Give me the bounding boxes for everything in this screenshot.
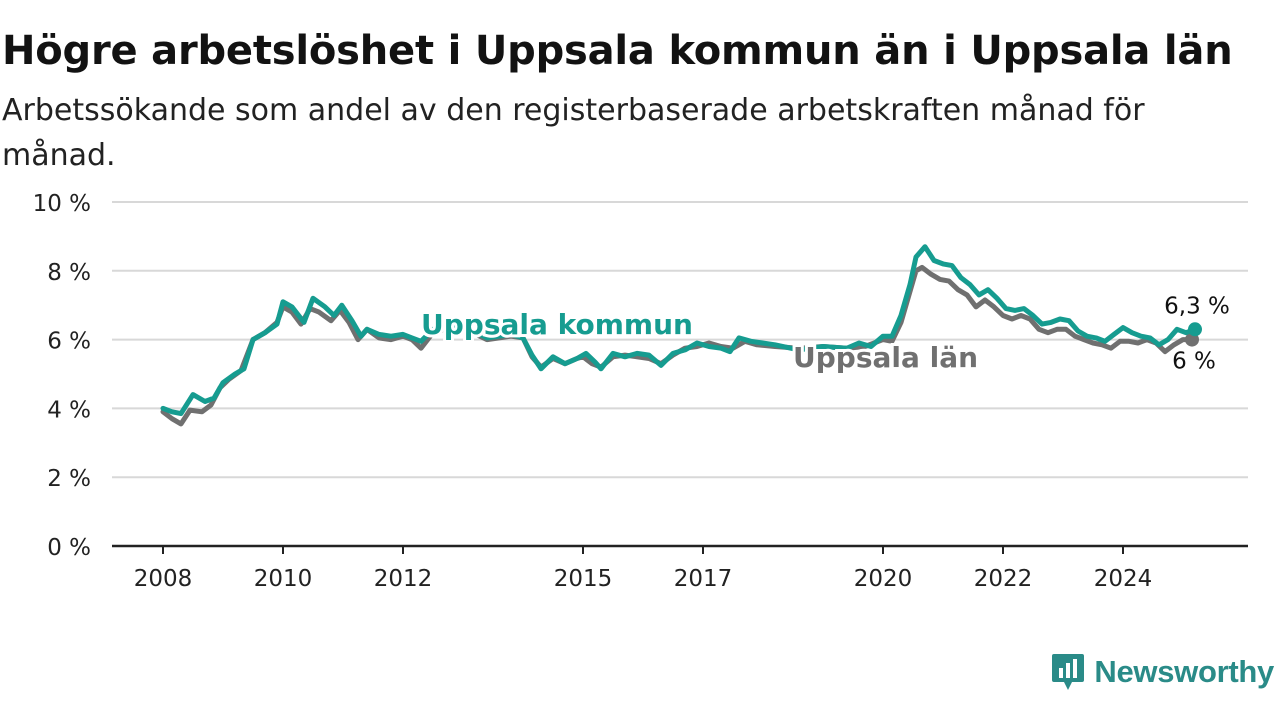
y-axis-ticks: 0 % 2 % 4 % 6 % 8 % 10 % (33, 191, 91, 561)
x-tick-label: 2010 (254, 566, 313, 592)
page-subtitle: Arbetssökande som andel av den registerb… (2, 93, 1145, 173)
x-tick-label: 2022 (974, 566, 1033, 592)
series-name-label-uppsala-kommun: Uppsala kommun (421, 308, 693, 341)
brand-logo: Newsworthy (1050, 652, 1274, 692)
series-line-uppsala-kommun (160, 244, 1198, 417)
x-tick-label: 2017 (674, 566, 733, 592)
x-tick-label: 2020 (854, 566, 913, 592)
x-tick-label: 2012 (374, 566, 433, 592)
y-tick-label: 8 % (47, 260, 91, 286)
y-tick-label: 0 % (47, 535, 91, 561)
x-tick-label: 2015 (554, 566, 613, 592)
series-labels: 6 % 6,3 % Uppsala kommun Uppsala län (418, 293, 1230, 377)
y-tick-label: 2 % (47, 466, 91, 492)
series-end-label-uppsala-lan: 6 % (1172, 349, 1216, 375)
x-tick-label: 2008 (134, 566, 193, 592)
y-tick-label: 6 % (47, 329, 91, 355)
brand-name: Newsworthy (1094, 654, 1274, 689)
newsworthy-chart-bubble-icon (1052, 654, 1085, 690)
y-tick-label: 10 % (33, 191, 91, 217)
y-tick-label: 4 % (47, 397, 91, 423)
page-title: Högre arbetslöshet i Uppsala kommun än i… (2, 28, 1233, 74)
series-line-uppsala-lan (160, 264, 1195, 427)
grid-lines (112, 201, 1248, 548)
series-name-label-uppsala-lan: Uppsala län (793, 341, 978, 374)
series-lines (160, 244, 1202, 427)
series-end-label-uppsala-kommun: 6,3 % (1164, 293, 1230, 319)
series-end-point-uppsala-kommun (1188, 322, 1202, 337)
x-tick-label: 2024 (1094, 566, 1153, 592)
x-axis-ticks: 2008 2010 2012 2015 2017 2020 2022 2024 (134, 546, 1153, 592)
